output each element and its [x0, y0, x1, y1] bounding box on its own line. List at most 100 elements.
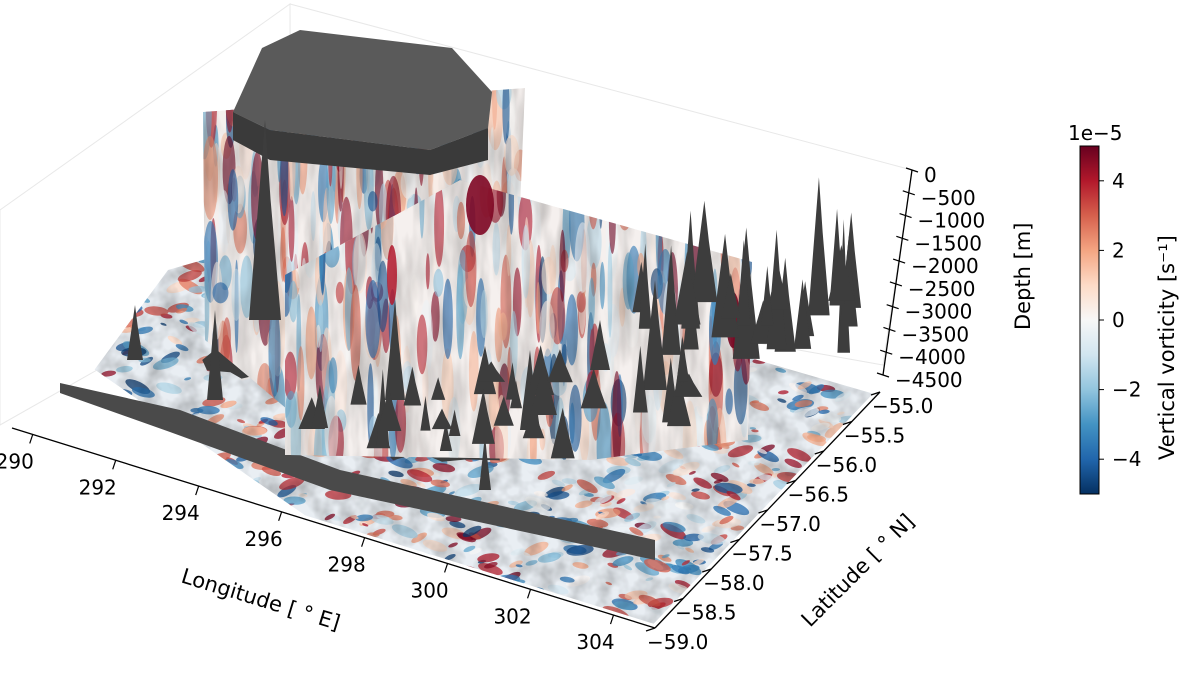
- x-tick-label: 292: [79, 475, 117, 499]
- bathymetry-spike: [666, 372, 691, 427]
- y-tick-label: −56.0: [816, 453, 877, 477]
- y-tick-label: −57.5: [731, 542, 792, 566]
- y-tick-mark: [842, 420, 853, 426]
- eddy-mark: [94, 423, 108, 436]
- y-tick-mark: [814, 450, 824, 455]
- bathymetry-spike: [675, 373, 703, 397]
- bathymetry-spike: [431, 377, 446, 400]
- bathymetry-spike: [439, 420, 453, 452]
- eddy-mark: [256, 500, 283, 513]
- eddy-mark: [49, 418, 74, 432]
- eddy-mark: [272, 504, 280, 508]
- bathymetry-spike: [403, 366, 422, 406]
- y-tick-mark: [870, 391, 881, 396]
- x-tick-label: 298: [328, 553, 366, 577]
- y-tick-label: −57.0: [760, 512, 821, 536]
- eddy-mark: [42, 417, 55, 424]
- z-tick-label: −3500: [901, 322, 969, 346]
- bathymetry-spike: [761, 265, 774, 326]
- land-block-side: [233, 112, 488, 175]
- y-tick-mark: [786, 479, 796, 485]
- x-tick-label: 302: [493, 604, 531, 628]
- land-block-top: [233, 30, 492, 150]
- bathymetry-spike: [377, 389, 402, 432]
- bathymetry-peaks: [127, 30, 862, 490]
- z-tick-label: −3000: [905, 300, 973, 324]
- z-tick-mark: [902, 190, 915, 196]
- eddy-mark: [96, 438, 109, 444]
- x-tick-mark: [112, 460, 117, 470]
- bathymetry-spike: [477, 361, 506, 382]
- x-tick-label: 300: [410, 578, 448, 602]
- eddy-mark: [49, 402, 70, 411]
- y-tick-mark: [645, 627, 656, 632]
- colorbar-tick-label: 4: [1112, 169, 1125, 193]
- z-tick-label: −2500: [908, 277, 976, 301]
- colorbar-ticks: 4 2 0 −2 −4: [1099, 169, 1141, 471]
- bathymetry-spike: [632, 345, 648, 413]
- eddy-mark: [84, 377, 94, 383]
- x-axis-title: Longitude [ ° E]: [179, 564, 343, 635]
- x-tick-mark: [278, 511, 283, 522]
- eddy-mark: [67, 425, 78, 430]
- eddy-mark: [163, 462, 175, 468]
- y-tick-label: −55.5: [844, 424, 905, 448]
- z-tick-mark: [889, 281, 903, 287]
- eddy-mark: [101, 429, 120, 441]
- eddy-mark: [143, 433, 162, 441]
- eddy-mark: [224, 479, 238, 487]
- colorbar-offset-text: 1e−5: [1068, 121, 1123, 145]
- bathymetry-spike: [522, 406, 545, 439]
- bathymetry-spike: [828, 244, 855, 301]
- y-tick-mark: [673, 597, 684, 603]
- y-axis-ticks: −55.0 −55.5 −56.0 −56.5 −57.0 −57.5 −58.0 −58.5…: [645, 391, 933, 654]
- bathymetry-spike: [547, 349, 573, 383]
- z-tick-label: −1500: [914, 231, 982, 255]
- bathymetry-spike: [550, 407, 575, 459]
- eddy-mark: [142, 445, 164, 459]
- bathymetry-spike: [448, 409, 461, 437]
- eddy-mark: [160, 444, 173, 450]
- bathymetry-spike: [311, 384, 329, 429]
- y-tick-label: −58.5: [675, 601, 736, 625]
- colorbar-tick-label: 0: [1112, 308, 1125, 332]
- colorbar-tick-label: 2: [1112, 238, 1125, 262]
- x-tick-mark: [609, 614, 615, 625]
- bathymetry-spike: [643, 280, 667, 390]
- eddy-mark: [206, 479, 218, 484]
- z-tick-mark: [905, 167, 919, 173]
- colorbar-tick-label: −4: [1112, 447, 1141, 471]
- eddy-mark: [168, 439, 192, 449]
- bathymetry-spike: [737, 239, 751, 326]
- bathymetry-spike: [638, 243, 652, 329]
- z-tick-label: −1000: [918, 209, 986, 233]
- x-axis-line: [11, 427, 656, 629]
- bathymetry-spike: [493, 395, 514, 426]
- z-tick-label: −2000: [911, 254, 979, 278]
- vorticity-core: [387, 245, 397, 305]
- eddy-mark: [57, 405, 74, 415]
- bathymetry-spike: [673, 251, 701, 325]
- z-axis-line: [882, 169, 913, 376]
- z-tick-mark: [892, 258, 906, 264]
- z-tick-mark: [883, 326, 896, 333]
- bathymetry-spike: [580, 368, 607, 409]
- x-tick-mark: [526, 589, 532, 599]
- bathymetry-spike: [207, 310, 223, 400]
- eddy-mark: [184, 458, 206, 469]
- eddy-mark: [136, 432, 149, 438]
- colorbar-title: Vertical vorticity [s⁻¹]: [1155, 235, 1179, 460]
- z-tick-label: 0: [924, 163, 937, 187]
- x-tick-label: 294: [162, 501, 200, 525]
- bathymetry-spike: [808, 177, 830, 316]
- y-tick-mark: [702, 568, 712, 573]
- eddy-mark: [121, 428, 134, 437]
- eddy-mark: [268, 503, 289, 511]
- vorticity-core: [466, 175, 494, 235]
- bathymetry-skirt: [60, 383, 655, 560]
- eddy-mark: [116, 432, 140, 443]
- bathymetry-spike: [127, 305, 143, 360]
- colorbar: 1e−5 4 2 0 −2 −4 Vertical vorticity [s⁻¹]: [1068, 121, 1179, 495]
- bathymetry-spike: [530, 361, 557, 415]
